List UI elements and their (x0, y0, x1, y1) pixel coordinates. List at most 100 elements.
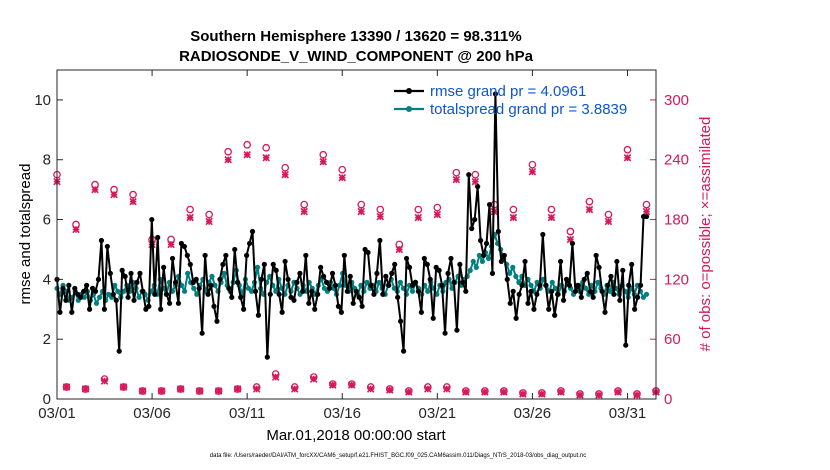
rmse-point (273, 267, 279, 273)
rmse-point (466, 172, 472, 178)
obs-assimilated-marker (262, 153, 270, 162)
rmse-point (374, 270, 380, 276)
spread-point (583, 285, 589, 291)
rmse-point (599, 288, 605, 294)
legend-rmse-marker (406, 88, 412, 94)
rmse-point (104, 243, 110, 250)
y-axis-right: 0 60 120 180 240 300 (650, 70, 689, 408)
rmse-point (380, 291, 386, 297)
rmse-point (575, 282, 581, 288)
obs-assimilated-marker (91, 185, 99, 194)
obs-assimilated-marker (119, 383, 128, 391)
rmse-point (98, 237, 105, 244)
spread-point (221, 270, 227, 276)
obs-assimilated-marker (167, 240, 175, 249)
rmse-point (371, 291, 377, 297)
spread-point (194, 291, 200, 297)
rmse-point (291, 297, 297, 303)
rmse-point (472, 216, 478, 223)
x-tick-label: 03/16 (323, 405, 361, 422)
rmse-point (92, 288, 99, 294)
rmse-point (208, 282, 214, 288)
obs-possible-marker (205, 210, 213, 219)
rmse-point (243, 252, 250, 259)
y-tick-label: 2 (43, 331, 51, 348)
rmse-point (214, 318, 220, 324)
obs-assimilated-marker (424, 385, 432, 393)
rmse-point (386, 282, 392, 288)
y-axis-left: 0 2 4 6 8 10 (34, 92, 63, 408)
obs-possible-marker (243, 140, 252, 149)
spread-point (643, 291, 650, 297)
rmse-point (246, 240, 253, 247)
obs-assimilated-marker (300, 207, 308, 216)
y-tick-label: 10 (34, 92, 51, 109)
rmse-point (439, 282, 445, 288)
rmse-point (81, 288, 87, 294)
rmse-point (131, 297, 137, 303)
spread-point (425, 288, 431, 294)
rmse-point (196, 285, 202, 291)
rmse-point (543, 282, 549, 288)
rmse-point (563, 276, 570, 282)
obs-assimilated-marker (110, 190, 118, 199)
spread-point (364, 279, 370, 285)
y2-tick-label: 300 (664, 92, 689, 109)
rmse-point (368, 282, 374, 288)
rmse-point (489, 270, 496, 276)
obs-assimilated-marker (557, 388, 565, 396)
spread-point (510, 264, 516, 270)
x-tick-label: 03/06 (133, 405, 171, 422)
y-tick-label: 0 (43, 391, 51, 408)
rmse-point (584, 270, 590, 276)
obs-assimilated-marker (519, 390, 527, 398)
rmse-point (528, 288, 534, 294)
rmse-point (279, 309, 285, 315)
rmse-point (205, 291, 211, 297)
rmse-point (264, 354, 270, 360)
rmse-point (611, 291, 617, 297)
obs-assimilated-marker (433, 210, 442, 219)
rmse-point (172, 279, 179, 285)
rmse-point (326, 285, 333, 291)
rmse-point (57, 309, 63, 315)
obs-possible-marker (129, 190, 137, 199)
rmse-point (560, 297, 567, 303)
x-tick-label: 03/31 (609, 405, 647, 422)
obs-possible-marker (338, 165, 347, 174)
obs-assimilated-marker (481, 388, 489, 396)
rmse-point (522, 258, 528, 265)
y2-tick-label: 120 (664, 271, 689, 288)
rmse-point (525, 300, 531, 306)
obs-assimilated-marker (309, 375, 318, 383)
chart-subtitle: RADIOSONDE_V_WIND_COMPONENT @ 200 hPa (179, 48, 534, 65)
obs-assimilated-marker (233, 385, 242, 393)
rmse-point (614, 258, 620, 265)
obs-assimilated-marker (405, 388, 413, 396)
rmse-point (86, 306, 93, 312)
rmse-point (400, 348, 407, 354)
rmse-point (66, 282, 72, 288)
x-tick-label: 03/01 (38, 405, 76, 422)
rmse-point (424, 261, 430, 268)
rmse-point (495, 228, 501, 235)
obs-assimilated-marker (528, 167, 537, 176)
rmse-point (623, 342, 629, 348)
obs-assimilated-marker (604, 217, 613, 226)
rmse-point (537, 282, 543, 288)
obs-assimilated-marker (633, 391, 641, 399)
rmse-point (498, 258, 504, 265)
y-tick-label: 4 (43, 271, 51, 288)
rmse-point (181, 243, 187, 250)
obs-assimilated-marker (214, 387, 223, 395)
plot-area (57, 70, 656, 399)
rmse-point (211, 303, 217, 309)
rmse-point (116, 348, 122, 354)
rmse-point (460, 279, 466, 285)
rmse-point (184, 252, 190, 259)
rmse-point (78, 294, 84, 300)
rmse-point (572, 288, 578, 294)
obs-assimilated-marker (347, 381, 356, 389)
obs-assimilated-marker (252, 385, 261, 393)
y-axis-label: rmse and totalspread (17, 164, 34, 305)
